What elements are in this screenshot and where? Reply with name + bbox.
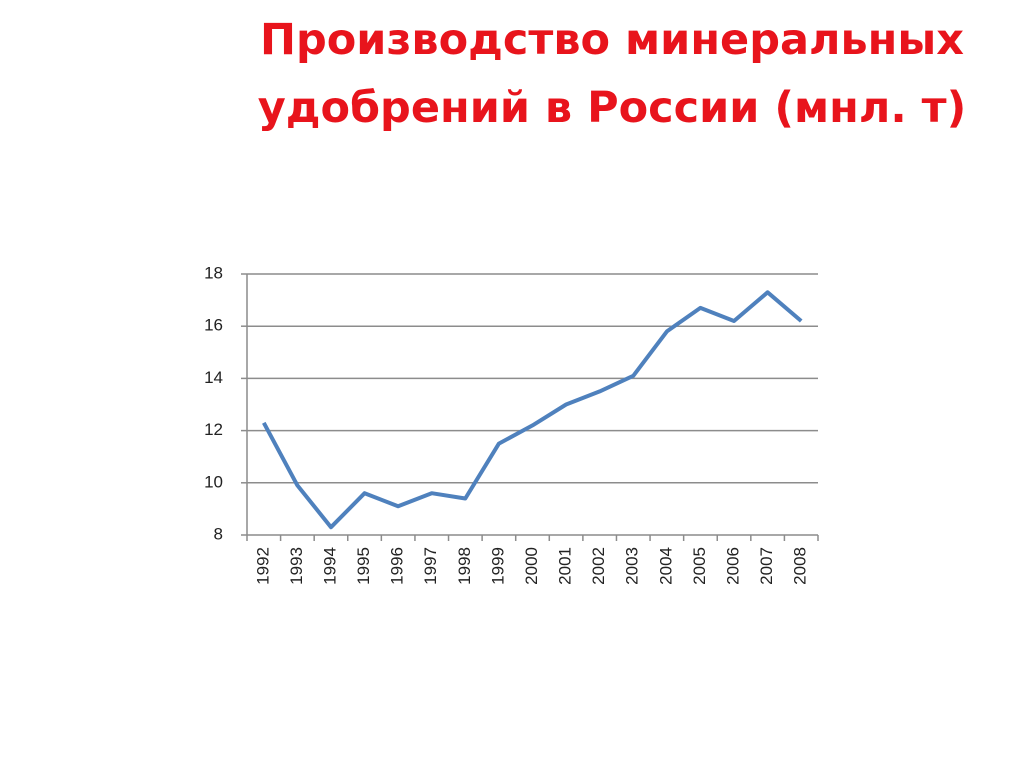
x-tick-label: 2003 <box>623 547 642 585</box>
x-tick-label: 1997 <box>421 547 440 585</box>
x-tick-label: 2008 <box>791 547 810 585</box>
x-tick-label: 2001 <box>556 547 575 585</box>
x-tick-label: 1992 <box>253 547 272 585</box>
x-tick-label: 2007 <box>757 547 776 585</box>
x-tick-label: 2006 <box>724 547 743 585</box>
y-tick-label: 10 <box>204 472 223 491</box>
x-tick-label: 2005 <box>690 547 709 585</box>
x-tick-label: 1999 <box>488 547 507 585</box>
y-tick-label: 16 <box>204 316 223 335</box>
y-tick-label: 14 <box>204 368 223 387</box>
y-tick-label: 12 <box>204 420 223 439</box>
y-tick-label: 18 <box>204 263 223 282</box>
x-tick-label: 2002 <box>589 547 608 585</box>
x-tick-label: 1998 <box>455 547 474 585</box>
x-tick-label: 1995 <box>354 547 373 585</box>
x-tick-label: 2004 <box>656 547 675 585</box>
y-tick-label: 8 <box>214 524 223 543</box>
series-line <box>262 290 803 530</box>
x-tick-label: 1994 <box>320 547 339 585</box>
chart-title: Производство минеральных удобрений в Рос… <box>257 15 967 133</box>
x-tick-label: 2000 <box>522 547 541 585</box>
x-tick-label: 1996 <box>388 547 407 585</box>
x-tick-label: 1993 <box>287 547 306 585</box>
